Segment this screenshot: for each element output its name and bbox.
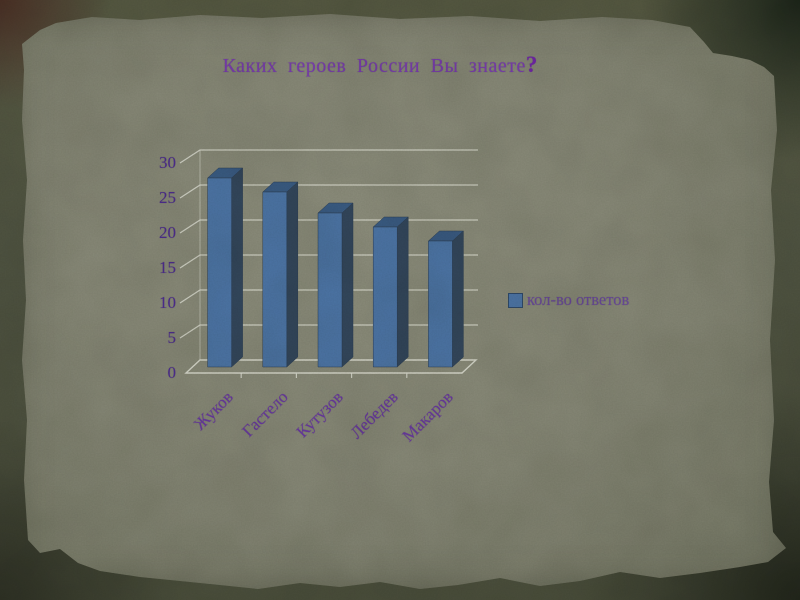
bar-side-face: [396, 216, 409, 368]
y-axis-tick-label: 30: [159, 153, 176, 172]
legend-series-label: кол-во ответов: [527, 290, 630, 309]
bar-1: [206, 167, 244, 368]
bar-top-face: [372, 216, 409, 228]
bar-front-face: [428, 240, 453, 368]
bar-4: [372, 216, 409, 368]
question-mark: ?: [525, 52, 538, 77]
bar-top-face: [427, 230, 465, 242]
y-axis-tick-label: 20: [159, 223, 176, 242]
bar-top-face: [262, 181, 299, 193]
bar-side-face: [341, 202, 354, 368]
slide-title-text: Каких героев России Вы знаете: [222, 55, 526, 77]
bar-front-face: [207, 177, 232, 368]
gridline: [179, 254, 478, 269]
bar-side-face: [231, 167, 243, 368]
category-label: Кутузов: [292, 387, 347, 442]
category-label: Жуков: [189, 387, 237, 434]
bar-front-face: [317, 212, 343, 368]
bar-3: [317, 202, 354, 368]
chart-legend: кол-во ответов: [508, 290, 629, 310]
bar-5: [427, 230, 465, 368]
y-axis-tick-label: 5: [167, 328, 177, 347]
bar-2: [262, 181, 299, 368]
gridline: [179, 324, 478, 339]
bar-top-face: [317, 202, 354, 214]
gridline: [179, 219, 478, 234]
bar-side-face: [286, 181, 299, 368]
bar-side-face: [452, 230, 464, 368]
y-axis-tick-label: 15: [159, 258, 176, 277]
bar-front-face: [262, 191, 288, 368]
legend-color-swatch: [508, 292, 523, 308]
category-label: Лебедев: [346, 387, 402, 443]
category-label: Макаров: [398, 387, 458, 446]
gridline: [179, 289, 478, 304]
bar-front-face: [372, 226, 398, 368]
bar-top-face: [206, 167, 244, 179]
gridline: [179, 184, 478, 199]
y-axis-tick-label: 10: [159, 293, 176, 312]
y-axis-tick-label: 0: [167, 363, 177, 382]
category-label: Гастело: [238, 387, 292, 441]
chart-floor: [184, 359, 478, 374]
y-axis-tick-label: 25: [159, 188, 176, 207]
slide-title: Каких героев России Вы знаете?: [120, 52, 640, 78]
gridline: [179, 149, 478, 164]
